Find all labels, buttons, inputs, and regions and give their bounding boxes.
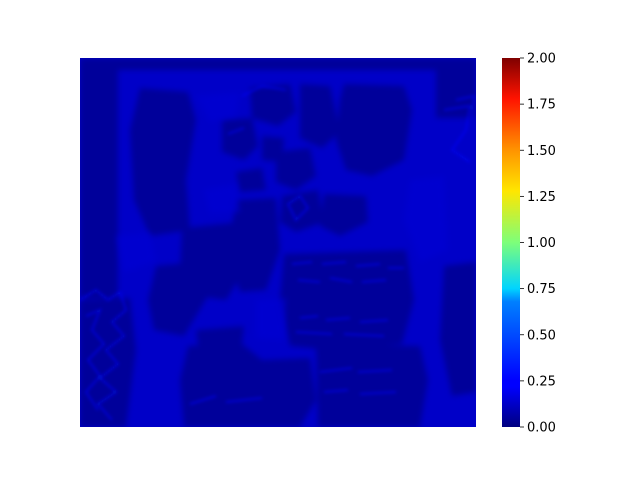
colorbar-ticks: 0.00 0.25 0.50 0.75 1.00 1.25 1.50 1.75 2.00 — [520, 52, 556, 436]
heatmap-low-regions — [80, 58, 476, 427]
colorbar-tick-label: 0.00 — [527, 421, 556, 436]
colorbar-tick-label: 1.00 — [527, 236, 556, 251]
colorbar-tick-label: 0.25 — [527, 374, 556, 389]
colorbar-tick-label: 1.25 — [527, 190, 556, 205]
heatmap-mid-bands — [116, 92, 448, 340]
colorbar-tick-label: 1.75 — [527, 98, 556, 113]
colorbar-tick-label: 1.50 — [527, 144, 556, 159]
colorbar-tick-label: 2.00 — [527, 52, 556, 67]
colorbar-gradient — [502, 58, 520, 427]
colorbar: 0.00 0.25 0.50 0.75 1.00 1.25 1.50 1.75 2.00 — [502, 52, 556, 436]
colorbar-tick-label: 0.75 — [527, 282, 556, 297]
colorbar-tick-label: 0.50 — [527, 328, 556, 343]
heatmap-edges — [80, 84, 476, 421]
heatmap-image — [80, 58, 476, 427]
